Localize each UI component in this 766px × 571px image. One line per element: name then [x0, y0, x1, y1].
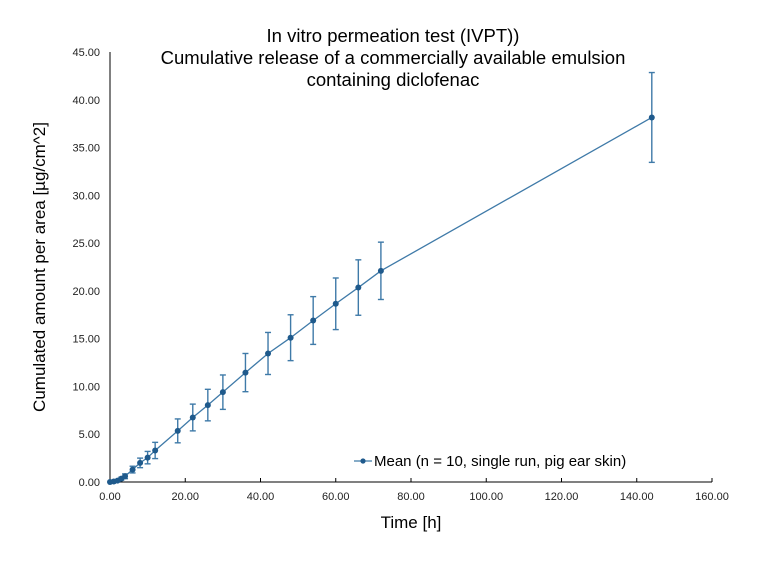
legend: Mean (n = 10, single run, pig ear skin): [354, 453, 626, 470]
x-tick-label: 40.00: [247, 491, 275, 503]
y-axis-title: Cumulated amount per area [µg/cm^2]: [30, 122, 49, 412]
x-tick-label: 0.00: [99, 491, 120, 503]
x-tick-label: 100.00: [469, 491, 503, 503]
x-tick-label: 160.00: [695, 491, 729, 503]
data-point: [332, 300, 339, 307]
y-ticks: 0.00 5.00 10.00 15.00 20.00 25.00 30.00 35.00 40…: [72, 47, 100, 489]
data-point: [355, 284, 362, 291]
y-tick-label: 0.00: [79, 477, 100, 489]
x-tick-label: 60.00: [322, 491, 350, 503]
chart-title-line-2: Cumulative release of a commercially ava…: [161, 47, 626, 68]
data-point: [129, 466, 136, 473]
y-tick-label: 15.00: [72, 334, 100, 346]
x-tick-label: 80.00: [397, 491, 425, 503]
y-tick-label: 45.00: [72, 47, 100, 59]
chart-title: In vitro permeation test (IVPT)) Cumulat…: [161, 25, 626, 90]
y-tick-label: 20.00: [72, 286, 100, 298]
data-point: [152, 447, 159, 454]
y-tick-label: 5.00: [79, 429, 100, 441]
data-point: [219, 389, 226, 396]
x-tick-label: 120.00: [545, 491, 579, 503]
data-point: [204, 402, 211, 409]
axes: [109, 52, 712, 483]
y-tick-label: 10.00: [72, 381, 100, 393]
x-tick-label: 20.00: [171, 491, 199, 503]
y-tick-label: 40.00: [72, 95, 100, 107]
data-point: [287, 334, 294, 341]
data-point: [122, 473, 129, 480]
x-ticks: 0.00 20.00 40.00 60.00 80.00 100.00 120.00 140.…: [99, 478, 729, 503]
data-point: [265, 350, 272, 357]
data-point: [174, 427, 181, 434]
chart-title-line-3: containing diclofenac: [307, 69, 480, 90]
data-point: [242, 369, 249, 376]
y-tick-label: 25.00: [72, 238, 100, 250]
x-tick-label: 140.00: [620, 491, 654, 503]
x-axis-title: Time [h]: [381, 513, 442, 532]
chart-title-line-1: In vitro permeation test (IVPT)): [267, 25, 520, 46]
data-point: [377, 267, 384, 274]
legend-marker-icon: [360, 458, 366, 464]
y-tick-label: 35.00: [72, 143, 100, 155]
data-point: [144, 454, 151, 461]
y-tick-label: 30.00: [72, 190, 100, 202]
legend-label: Mean (n = 10, single run, pig ear skin): [374, 453, 626, 470]
data-point: [310, 317, 317, 324]
data-point: [648, 114, 655, 121]
data-markers: [107, 114, 655, 485]
data-point: [189, 414, 196, 421]
data-point: [137, 459, 144, 466]
